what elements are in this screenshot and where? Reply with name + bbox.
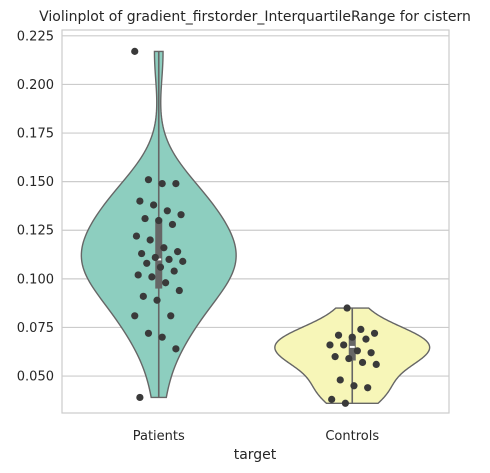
data-point xyxy=(172,179,180,188)
data-point xyxy=(328,395,336,403)
data-point xyxy=(168,220,177,229)
data-point xyxy=(132,232,141,240)
data-point xyxy=(179,257,187,265)
y-tick-label: 0.200 xyxy=(17,78,54,93)
data-point xyxy=(139,292,147,300)
data-point xyxy=(143,259,151,267)
data-point xyxy=(138,249,146,258)
y-axis-ticks: 0.050 0.075 0.100 0.125 0.150 0.175 0.200 0.225 xyxy=(17,29,54,384)
data-point xyxy=(348,333,356,341)
y-tick-label: 0.050 xyxy=(17,370,54,385)
data-point xyxy=(364,384,372,392)
iqr-box xyxy=(155,218,163,289)
y-tick-label: 0.150 xyxy=(17,175,54,190)
data-point xyxy=(345,354,353,363)
data-point xyxy=(136,197,144,205)
data-point xyxy=(336,376,344,384)
data-point xyxy=(141,214,149,223)
data-point xyxy=(165,255,173,264)
data-point xyxy=(177,211,185,219)
y-tick-label: 0.100 xyxy=(17,272,54,287)
data-point xyxy=(155,216,163,225)
data-point xyxy=(340,341,348,349)
violins xyxy=(80,50,431,404)
data-point xyxy=(144,329,153,337)
data-point xyxy=(353,347,361,355)
data-point xyxy=(175,286,183,295)
data-point xyxy=(144,176,153,184)
plot-area: 0.050 0.075 0.100 0.125 0.150 0.175 0.200 0.225 xyxy=(17,29,450,414)
data-point xyxy=(167,312,175,320)
data-point xyxy=(131,312,139,320)
data-point xyxy=(357,325,365,333)
data-point xyxy=(158,179,166,188)
y-tick-label: 0.075 xyxy=(17,321,54,336)
data-point xyxy=(151,253,159,262)
data-point xyxy=(162,279,170,287)
data-point xyxy=(362,335,370,343)
data-point xyxy=(160,244,168,252)
data-point xyxy=(367,349,375,357)
y-tick-label: 0.175 xyxy=(17,127,54,142)
x-axis-label: target xyxy=(234,447,277,463)
data-point xyxy=(170,267,178,275)
data-point xyxy=(326,341,334,349)
x-tick-label: Controls xyxy=(325,429,379,444)
data-point xyxy=(372,360,380,368)
data-point xyxy=(153,296,161,304)
chart-title: Violinplot of gradient_firstorder_Interq… xyxy=(39,9,471,25)
data-point xyxy=(150,201,158,209)
iqr-box xyxy=(348,337,356,361)
data-point xyxy=(136,393,144,402)
data-point xyxy=(331,353,339,361)
x-axis-ticks: Patients Controls xyxy=(133,429,380,444)
axes-frame xyxy=(61,29,450,414)
data-point xyxy=(134,271,142,279)
data-point xyxy=(174,248,182,256)
data-point xyxy=(156,263,165,271)
data-point xyxy=(146,236,154,244)
y-tick-label: 0.225 xyxy=(17,29,54,44)
data-point xyxy=(341,399,349,407)
y-tick-label: 0.125 xyxy=(17,224,54,239)
data-point xyxy=(358,358,367,367)
data-point xyxy=(163,207,171,215)
data-point xyxy=(343,304,351,312)
data-point xyxy=(334,331,343,339)
data-point xyxy=(131,47,139,55)
x-tick-label: Patients xyxy=(133,429,185,444)
data-point xyxy=(370,329,379,337)
data-point xyxy=(148,273,156,281)
data-point xyxy=(350,382,358,390)
data-points xyxy=(131,47,380,407)
data-point xyxy=(172,345,180,353)
data-point xyxy=(158,333,166,341)
